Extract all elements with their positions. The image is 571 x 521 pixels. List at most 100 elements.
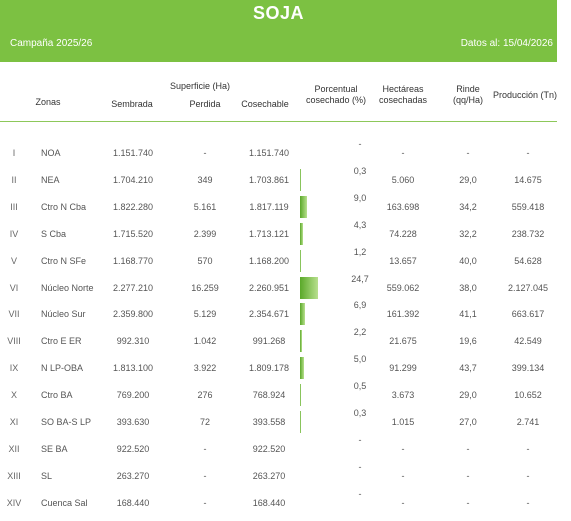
row-number: X xyxy=(10,390,17,400)
row-pct-label: - xyxy=(358,139,362,149)
row-produccion: 238.732 xyxy=(511,229,545,239)
row-perdida: 5.161 xyxy=(193,202,217,212)
row-pct-label: 0,3 xyxy=(353,166,367,176)
table-row: III Ctro N Cba 1.822.280 5.161 1.817.119 163.… xyxy=(0,193,557,220)
row-sembrada: 393.630 xyxy=(116,417,150,427)
row-rinde: 32,2 xyxy=(459,229,477,239)
row-perdida: 276 xyxy=(197,390,213,400)
col-header-sembrada: Sembrada xyxy=(111,99,153,109)
row-pct-bar xyxy=(300,223,303,245)
row-number: IV xyxy=(9,229,19,239)
row-sembrada: 2.277.210 xyxy=(112,283,154,293)
row-zone: Núcleo Norte xyxy=(41,283,94,293)
campaign-label: Campaña 2025/26 xyxy=(10,38,93,49)
row-produccion: 663.617 xyxy=(511,309,545,319)
row-number: VI xyxy=(9,283,19,293)
row-perdida: - xyxy=(203,444,207,454)
row-zone: Ctro E ER xyxy=(41,336,82,346)
row-perdida: 1.042 xyxy=(193,336,217,346)
row-rinde: 40,0 xyxy=(459,256,477,266)
row-number: XII xyxy=(8,444,20,454)
row-perdida: 349 xyxy=(197,175,213,185)
row-hectareas: 3.673 xyxy=(391,390,415,400)
row-perdida: 2.399 xyxy=(193,229,217,239)
table-row: IV S Cba 1.715.520 2.399 1.713.121 74.228 32,2… xyxy=(0,220,557,247)
col-header-cosechable: Cosechable xyxy=(241,99,289,109)
row-hectareas: 74.228 xyxy=(389,229,417,239)
row-cosechable: 1.817.119 xyxy=(249,202,289,212)
row-zone: SO BA-S LP xyxy=(41,417,92,427)
table-row: IX N LP-OBA 1.813.100 3.922 1.809.178 91.299 4… xyxy=(0,354,557,381)
data-date-label: Datos al: 15/04/2026 xyxy=(460,38,553,49)
table-row: V Ctro N SFe 1.168.770 570 1.168.200 13.657 40… xyxy=(0,247,557,274)
row-sembrada: 263.270 xyxy=(116,471,150,481)
row-hectareas: 91.299 xyxy=(389,363,417,373)
row-pct-label: 6,9 xyxy=(353,300,367,310)
row-cosechable: 991.268 xyxy=(252,336,286,346)
row-hectareas: 13.657 xyxy=(389,256,417,266)
row-cosechable: 2.260.951 xyxy=(248,283,290,293)
row-pct-bar xyxy=(300,250,301,272)
row-hectareas: 1.015 xyxy=(391,417,415,427)
header-band: SOJA Campaña 2025/26 Datos al: 15/04/202… xyxy=(0,0,557,62)
row-sembrada: 1.704.210 xyxy=(112,175,154,185)
row-produccion: - xyxy=(526,471,530,481)
row-perdida: - xyxy=(203,498,207,508)
row-zone: Núcleo Sur xyxy=(41,309,86,319)
row-hectareas: 161.392 xyxy=(386,309,420,319)
row-pct-label: 5,0 xyxy=(353,354,367,364)
col-header-hectareas: Hectáreas cosechadas xyxy=(378,84,428,105)
row-pct-label: 1,2 xyxy=(353,247,367,257)
row-sembrada: 922.520 xyxy=(116,444,150,454)
row-rinde: - xyxy=(466,471,470,481)
col-header-porcentual: Porcentual cosechado (%) xyxy=(305,84,367,105)
row-number: V xyxy=(10,256,17,266)
row-number: III xyxy=(10,202,18,212)
row-cosechable: 393.558 xyxy=(252,417,286,427)
row-pct-bar xyxy=(300,303,305,325)
row-cosechable: 1.713.121 xyxy=(248,229,290,239)
row-number: XIII xyxy=(7,471,21,481)
row-produccion: 10.652 xyxy=(514,390,542,400)
row-sembrada: 1.715.520 xyxy=(112,229,154,239)
row-cosechable: 922.520 xyxy=(252,444,286,454)
row-pct-bar xyxy=(300,196,307,218)
row-pct-label: - xyxy=(358,489,362,499)
table-row: II NEA 1.704.210 349 1.703.861 5.060 29,0 14.67… xyxy=(0,166,557,193)
row-cosechable: 1.168.200 xyxy=(248,256,290,266)
row-pct-bar xyxy=(300,357,304,379)
row-number: XI xyxy=(9,417,19,427)
col-header-produccion: Producción (Tn) xyxy=(492,90,558,100)
row-zone: Cuenca Sal xyxy=(41,498,88,508)
table-row: VI Núcleo Norte 2.277.210 16.259 2.260.951 55… xyxy=(0,274,557,301)
row-hectareas: 163.698 xyxy=(386,202,420,212)
row-number: VII xyxy=(8,309,20,319)
row-produccion: 42.549 xyxy=(514,336,542,346)
row-rinde: 43,7 xyxy=(459,363,477,373)
row-cosechable: 1.703.861 xyxy=(248,175,290,185)
row-produccion: 399.134 xyxy=(511,363,545,373)
row-pct-bar xyxy=(300,330,302,352)
row-pct-bar xyxy=(300,411,301,433)
row-sembrada: 1.822.280 xyxy=(112,202,154,212)
row-perdida: - xyxy=(203,148,207,158)
row-rinde: 29,0 xyxy=(459,175,477,185)
row-number: IX xyxy=(9,363,19,373)
row-pct-label: 4,3 xyxy=(353,220,367,230)
row-rinde: 41,1 xyxy=(459,309,477,319)
row-perdida: 3.922 xyxy=(193,363,217,373)
row-hectareas: 559.062 xyxy=(386,283,420,293)
header-divider xyxy=(0,121,557,122)
row-rinde: - xyxy=(466,444,470,454)
row-perdida: 16.259 xyxy=(191,283,219,293)
row-pct-label: - xyxy=(358,462,362,472)
page-title: SOJA xyxy=(252,3,305,23)
row-hectareas: - xyxy=(401,148,405,158)
row-cosechable: 1.151.740 xyxy=(248,148,290,158)
row-pct-bar xyxy=(300,169,301,191)
row-perdida: - xyxy=(203,471,207,481)
table-row: XI SO BA-S LP 393.630 72 393.558 1.015 27,0 2.7… xyxy=(0,408,557,435)
row-pct-bar xyxy=(300,277,318,299)
row-hectareas: - xyxy=(401,498,405,508)
row-produccion: - xyxy=(526,444,530,454)
